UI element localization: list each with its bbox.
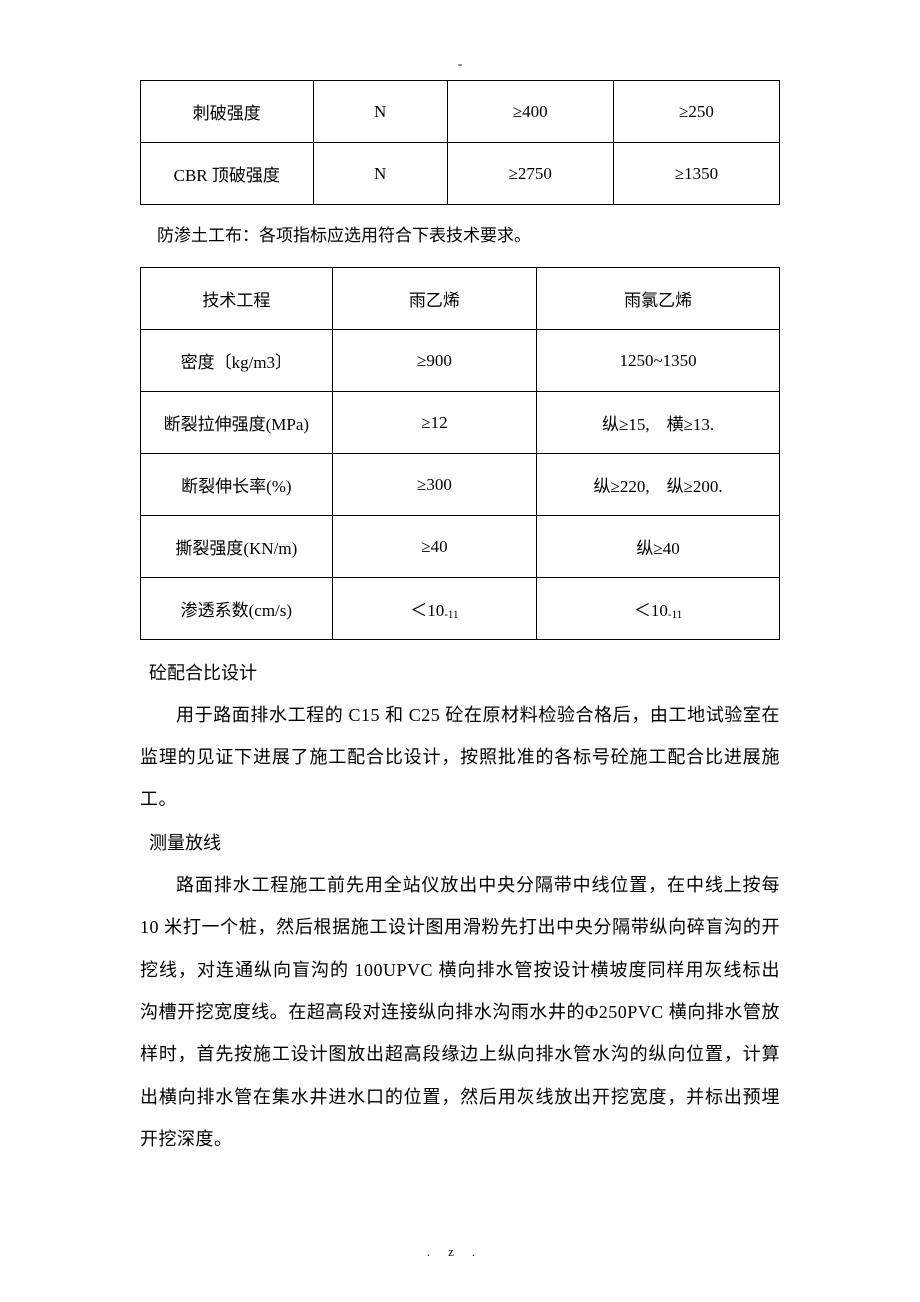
- cell: N: [313, 143, 447, 205]
- table-row: 断裂伸长率(%) ≥300 纵≥220, 纵≥200.: [141, 454, 780, 516]
- cell: 纵≥220, 纵≥200.: [537, 454, 780, 516]
- table-row: 刺破强度 N ≥400 ≥250: [141, 81, 780, 143]
- cell: ≥2750: [447, 143, 613, 205]
- cell: ≥40: [332, 516, 536, 578]
- table-row: 技术工程 雨乙烯 雨氯乙烯: [141, 268, 780, 330]
- table-strength-fragment: 刺破强度 N ≥400 ≥250 CBR 顶破强度 N ≥2750 ≥1350: [140, 80, 780, 205]
- cell: ≥900: [332, 330, 536, 392]
- cell: ≥1350: [613, 143, 779, 205]
- cell: 雨氯乙烯: [537, 268, 780, 330]
- table-geotextile-spec: 技术工程 雨乙烯 雨氯乙烯 密度〔kg/m3〕 ≥900 1250~1350 断…: [140, 267, 780, 640]
- cell: 纵≥15, 横≥13.: [537, 392, 780, 454]
- cell: ≥250: [613, 81, 779, 143]
- cell: N: [313, 81, 447, 143]
- footer-marks: .z.: [0, 1244, 920, 1260]
- header-dash: -: [458, 56, 462, 72]
- heading-survey: 测量放线: [140, 824, 780, 864]
- intertable-note: 防渗土工布：各项指标应选用符合下表技术要求。: [140, 219, 780, 253]
- document-page: - 刺破强度 N ≥400 ≥250 CBR 顶破强度 N ≥2750 ≥135…: [0, 0, 920, 1302]
- cell: 纵≥40: [537, 516, 780, 578]
- cell: ≥12: [332, 392, 536, 454]
- cell: 密度〔kg/m3〕: [141, 330, 333, 392]
- table-row: 密度〔kg/m3〕 ≥900 1250~1350: [141, 330, 780, 392]
- cell: CBR 顶破强度: [141, 143, 314, 205]
- cell: 1250~1350: [537, 330, 780, 392]
- table-row: 渗透系数(cm/s) ＜10-11 ＜10-11: [141, 578, 780, 640]
- cell: 雨乙烯: [332, 268, 536, 330]
- table-row: 撕裂强度(KN/m) ≥40 纵≥40: [141, 516, 780, 578]
- cell: 刺破强度: [141, 81, 314, 143]
- cell-permeability-b: ＜10-11: [537, 578, 780, 640]
- cell: ≥400: [447, 81, 613, 143]
- cell: 撕裂强度(KN/m): [141, 516, 333, 578]
- cell: 断裂伸长率(%): [141, 454, 333, 516]
- cell: 技术工程: [141, 268, 333, 330]
- cell-permeability-a: ＜10-11: [332, 578, 536, 640]
- paragraph-survey: 路面排水工程施工前先用全站仪放出中央分隔带中线位置，在中线上按每 10 米打一个…: [140, 864, 780, 1160]
- cell: ≥300: [332, 454, 536, 516]
- table-row: CBR 顶破强度 N ≥2750 ≥1350: [141, 143, 780, 205]
- cell: 断裂拉伸强度(MPa): [141, 392, 333, 454]
- cell: 渗透系数(cm/s): [141, 578, 333, 640]
- table-row: 断裂拉伸强度(MPa) ≥12 纵≥15, 横≥13.: [141, 392, 780, 454]
- heading-mix-design: 砼配合比设计: [140, 654, 780, 694]
- paragraph-mix-design: 用于路面排水工程的 C15 和 C25 砼在原材料检验合格后，由工地试验室在监理…: [140, 694, 780, 821]
